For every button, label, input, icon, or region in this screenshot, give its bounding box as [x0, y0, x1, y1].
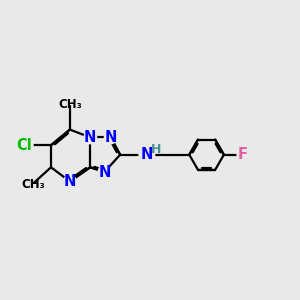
Text: H: H — [151, 142, 161, 156]
Circle shape — [237, 149, 248, 160]
Text: N: N — [64, 174, 76, 189]
Text: CH₃: CH₃ — [22, 178, 46, 191]
Circle shape — [104, 131, 117, 144]
Text: N: N — [141, 147, 153, 162]
Circle shape — [139, 147, 155, 163]
Circle shape — [98, 166, 111, 178]
Text: F: F — [238, 147, 248, 162]
Text: CH₃: CH₃ — [58, 98, 82, 111]
Text: N: N — [84, 130, 97, 145]
Text: Cl: Cl — [16, 138, 32, 153]
Text: N: N — [104, 130, 117, 145]
Circle shape — [84, 131, 97, 144]
Circle shape — [16, 136, 33, 154]
Circle shape — [64, 175, 76, 188]
Text: N: N — [98, 164, 111, 179]
